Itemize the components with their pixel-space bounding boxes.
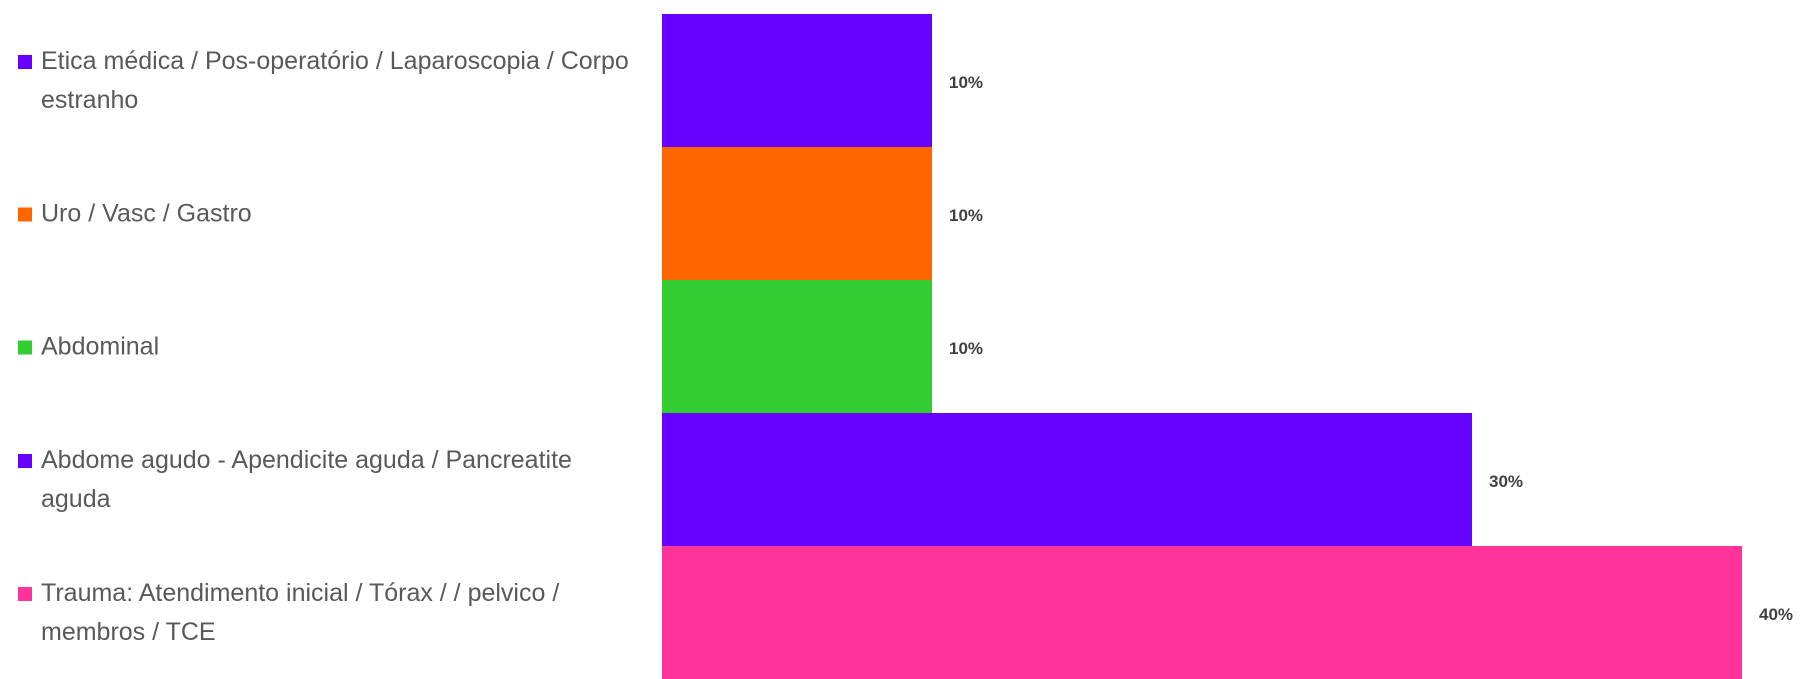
category-text: Abdominal <box>41 332 160 360</box>
legend-swatch <box>18 586 32 601</box>
category-label: Uro / Vasc / Gastro <box>18 194 648 233</box>
category-label: Abdominal <box>18 327 648 366</box>
value-label: 30% <box>1489 471 1524 491</box>
bar <box>662 280 932 413</box>
bar <box>662 14 932 147</box>
category-text: Uro / Vasc / Gastro <box>41 199 252 227</box>
bar <box>662 413 1472 546</box>
category-text: Trauma: Atendimento inicial / Tórax / / … <box>41 578 560 646</box>
legend-swatch <box>18 340 32 354</box>
category-label: Abdome agudo - Apendicite aguda / Pancre… <box>18 441 648 519</box>
bar <box>662 546 1742 679</box>
value-label: 40% <box>1759 604 1794 624</box>
category-label: Trauma: Atendimento inicial / Tórax / / … <box>18 574 648 652</box>
value-label: 10% <box>949 338 984 358</box>
category-text: Etica médica / Pos-operatório / Laparosc… <box>41 46 629 114</box>
value-label: 10% <box>949 205 984 225</box>
legend-swatch <box>18 207 32 221</box>
bar <box>662 147 932 280</box>
category-text: Abdome agudo - Apendicite aguda / Pancre… <box>41 445 572 513</box>
legend-swatch <box>18 453 32 468</box>
value-label: 10% <box>949 72 984 92</box>
category-label: Etica médica / Pos-operatório / Laparosc… <box>18 42 648 120</box>
legend-swatch <box>18 54 32 69</box>
